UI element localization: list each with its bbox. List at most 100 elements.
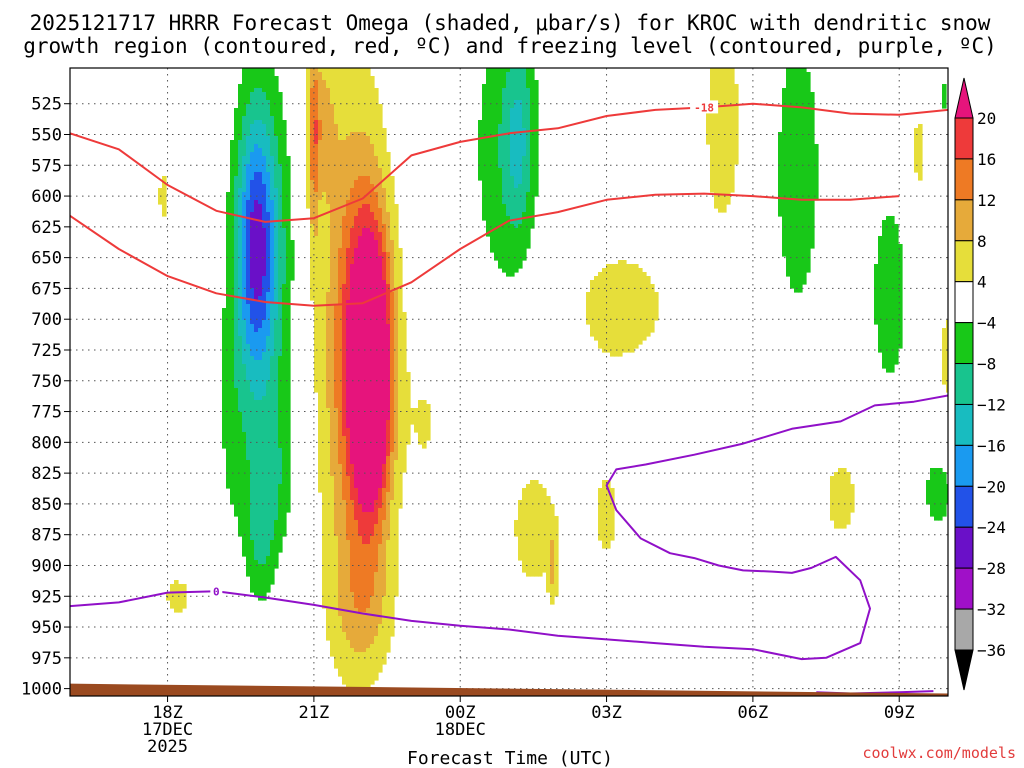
y-tick-label: 575 [31, 156, 62, 176]
omega-cell [482, 84, 487, 221]
credit-text: coolwx.com/models [862, 744, 1016, 762]
omega-cell [250, 92, 255, 125]
omega-cell [278, 356, 283, 449]
omega-cell [366, 608, 371, 649]
omega-cell [522, 212, 527, 261]
freezing-level-contour-label: 0 [213, 585, 220, 598]
omega-cell [802, 68, 807, 285]
omega-cell [238, 140, 243, 189]
omega-cell [258, 68, 263, 89]
omega-cell [374, 572, 379, 637]
omega-cell [606, 264, 611, 353]
colorbar-label: −4 [977, 314, 996, 333]
omega-cell [274, 188, 279, 321]
omega-cell [342, 632, 347, 685]
omega-cell [274, 136, 279, 189]
omega-cell [330, 104, 335, 477]
omega-cell [386, 492, 391, 541]
omega-cell [598, 488, 603, 541]
omega-cell [366, 544, 371, 609]
omega-cell [366, 648, 371, 689]
omega-cell [530, 480, 535, 577]
omega-cell [830, 476, 835, 521]
omega-cell [554, 516, 559, 597]
omega-cell [498, 124, 503, 169]
x-axis-label: Forecast Time (UTC) [407, 748, 613, 768]
omega-cell [334, 124, 339, 305]
omega-cell [306, 68, 311, 209]
colorbar: 20 16 12 8 4 −4 −8 −12 −16 −20 −24 −28 −32 −36 [954, 77, 1006, 691]
omega-cell [262, 320, 267, 353]
omega-cell [362, 68, 367, 133]
omega-cell [358, 68, 363, 133]
omega-cell [650, 284, 655, 333]
omega-cell [362, 228, 367, 513]
omega-cell [334, 68, 339, 125]
omega-cell [598, 272, 603, 349]
omega-cell [778, 132, 783, 217]
omega-cell [266, 336, 271, 381]
plot-area: -18 0 [70, 68, 948, 696]
y-tick-label: 925 [31, 587, 62, 607]
omega-cell [370, 644, 375, 685]
omega-cell [946, 320, 948, 393]
dgz-contour [70, 102, 948, 223]
omega-cell [514, 68, 519, 101]
omega-cell [254, 332, 259, 361]
omega-cell [838, 468, 843, 529]
omega-cell [926, 480, 931, 505]
omega-cell [274, 320, 279, 521]
omega-cell [242, 116, 247, 157]
omega-cell [490, 68, 495, 253]
omega-cell [290, 240, 295, 281]
omega-cell [358, 132, 363, 177]
omega-cell [886, 216, 891, 373]
omega-cell [638, 268, 643, 345]
omega-cell [174, 580, 179, 613]
omega-cell [270, 540, 275, 585]
omega-cell [242, 156, 247, 193]
omega-cell [326, 68, 331, 89]
omega-cell [166, 592, 171, 601]
omega-cell [346, 476, 351, 541]
omega-cell [938, 468, 943, 521]
omega-cell [846, 472, 851, 525]
omega-cell [422, 400, 427, 449]
omega-cell [354, 248, 359, 489]
omega-cell [250, 180, 255, 213]
omega-cell [502, 204, 507, 273]
omega-cell [386, 284, 391, 325]
omega-cell [522, 488, 527, 573]
y-tick-label: 700 [31, 310, 62, 330]
omega-cell [710, 68, 715, 193]
omega-cell [374, 192, 379, 221]
omega-cell [514, 100, 519, 189]
colorbar-segment [954, 117, 974, 160]
omega-cell [390, 292, 395, 453]
omega-cell [622, 260, 627, 353]
omega-cell [314, 192, 319, 237]
omega-cell [370, 232, 375, 513]
omega-cell [726, 68, 731, 205]
omega-cell [362, 544, 367, 613]
omega-cell [806, 72, 811, 273]
omega-cell [350, 648, 355, 693]
omega-cell [338, 248, 343, 465]
omega-cell [286, 156, 291, 513]
omega-cell [338, 616, 343, 677]
omega-cell [914, 128, 919, 173]
y-tick-label: 775 [31, 403, 62, 423]
omega-cell [542, 488, 547, 573]
omega-cell [718, 68, 723, 213]
colorbar-segment [954, 444, 974, 487]
omega-cell [278, 484, 283, 553]
omega-cell [314, 80, 319, 121]
omega-cell [246, 304, 251, 345]
omega-cell [346, 68, 351, 137]
omega-cell [230, 140, 235, 505]
y-tick-label: 800 [31, 433, 62, 453]
omega-cell [350, 228, 355, 265]
omega-cell [350, 592, 355, 649]
colorbar-label: −16 [977, 436, 1006, 455]
omega-cell [350, 464, 355, 501]
